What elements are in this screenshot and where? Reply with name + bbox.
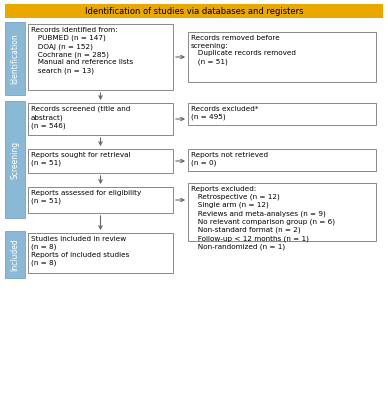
- Text: Screening: Screening: [10, 140, 19, 178]
- Bar: [5, 101, 25, 218]
- Bar: [28, 187, 173, 213]
- Bar: [5, 22, 25, 95]
- Text: Identification: Identification: [10, 33, 19, 84]
- Bar: [5, 231, 25, 278]
- Bar: [188, 103, 376, 125]
- Bar: [188, 183, 376, 241]
- Bar: [28, 233, 173, 273]
- Text: Studies included in review
(n = 8)
Reports of included studies
(n = 8): Studies included in review (n = 8) Repor…: [31, 236, 129, 266]
- Text: Records identified from:
   PUBMED (n = 147)
   DOAJ (n = 152)
   Cochrane (n = : Records identified from: PUBMED (n = 147…: [31, 27, 133, 74]
- Text: Reports assessed for eligibility
(n = 51): Reports assessed for eligibility (n = 51…: [31, 190, 141, 204]
- Text: Identification of studies via databases and registers: Identification of studies via databases …: [85, 6, 303, 16]
- Text: Reports sought for retrieval
(n = 51): Reports sought for retrieval (n = 51): [31, 152, 130, 166]
- Bar: [188, 32, 376, 82]
- Bar: [188, 149, 376, 171]
- Text: Records excluded*
(n = 495): Records excluded* (n = 495): [191, 106, 258, 120]
- Bar: [28, 24, 173, 90]
- Text: Included: Included: [10, 238, 19, 271]
- Bar: [5, 4, 383, 18]
- Text: Records removed before
screening:
   Duplicate records removed
   (n = 51): Records removed before screening: Duplic…: [191, 35, 296, 65]
- Bar: [28, 149, 173, 173]
- Text: Reports excluded:
   Retrospective (n = 12)
   Single arm (n = 12)
   Reviews an: Reports excluded: Retrospective (n = 12)…: [191, 186, 335, 250]
- Text: Reports not retrieved
(n = 0): Reports not retrieved (n = 0): [191, 152, 268, 166]
- Bar: [28, 103, 173, 135]
- Text: Records screened (title and
abstract)
(n = 546): Records screened (title and abstract) (n…: [31, 106, 130, 129]
